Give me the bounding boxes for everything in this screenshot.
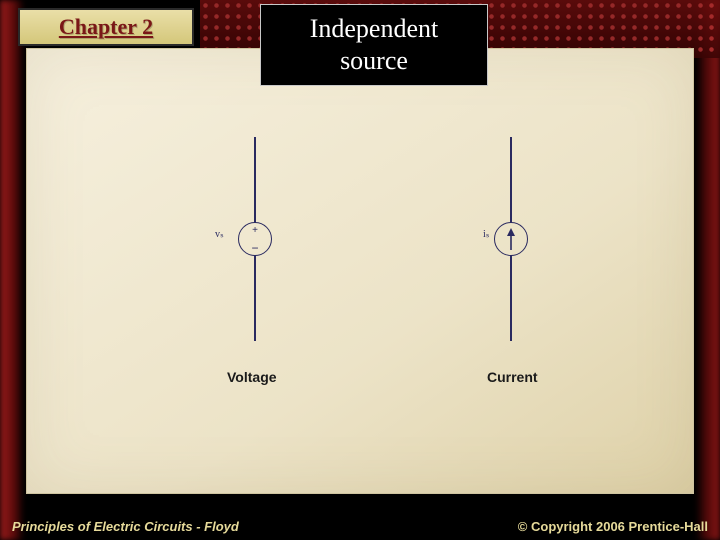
right-red-band — [696, 0, 720, 540]
current-caption: Current — [487, 369, 538, 385]
voltage-bottom-wire — [254, 255, 256, 341]
chapter-badge: Chapter 2 — [18, 8, 194, 46]
current-bottom-wire — [510, 255, 512, 341]
footer: Principles of Electric Circuits - Floyd … — [0, 512, 720, 540]
left-red-band — [0, 0, 24, 540]
footer-right-text: © Copyright 2006 Prentice-Hall — [518, 519, 708, 534]
title-line-2: source — [340, 46, 408, 75]
voltage-top-wire — [254, 137, 256, 223]
chapter-label: Chapter 2 — [59, 14, 153, 40]
voltage-plus-sign: + — [252, 225, 258, 236]
slide-root: + − vₛ iₛ Voltage Current Ch — [0, 0, 720, 540]
slide-title-box: Independent source — [260, 4, 488, 86]
footer-left-text: Principles of Electric Circuits - Floyd — [12, 519, 239, 534]
content-panel: + − vₛ iₛ Voltage Current — [26, 48, 694, 494]
symbol-area: + − vₛ iₛ — [27, 149, 693, 349]
current-side-label: iₛ — [483, 229, 490, 240]
current-source-symbol: iₛ — [431, 149, 591, 329]
current-arrow-icon — [505, 228, 517, 250]
title-line-1: Independent — [310, 14, 439, 43]
current-top-wire — [510, 137, 512, 223]
voltage-side-label: vₛ — [215, 229, 224, 240]
voltage-minus-sign: − — [251, 241, 258, 255]
slide-title: Independent source — [310, 13, 439, 78]
voltage-caption: Voltage — [227, 369, 277, 385]
voltage-source-symbol: + − vₛ — [175, 149, 335, 329]
